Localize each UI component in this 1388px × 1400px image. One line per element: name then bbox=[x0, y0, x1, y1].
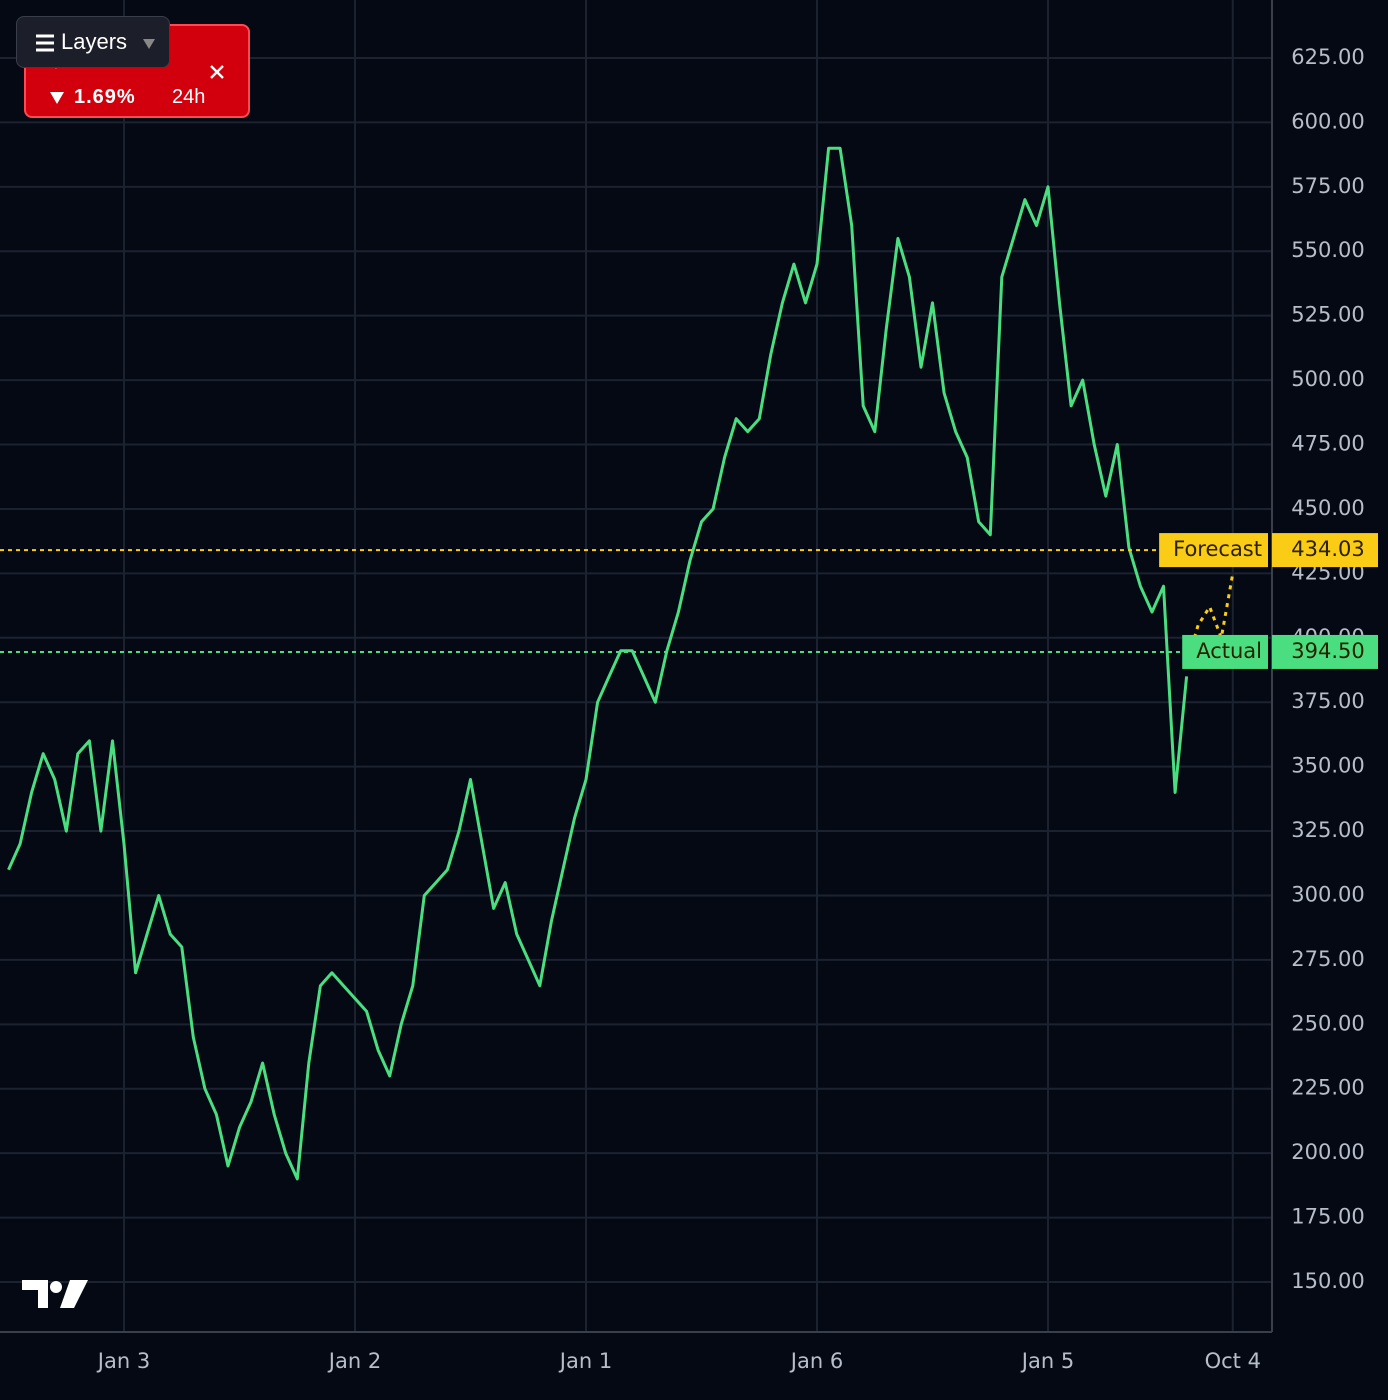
y-tick-label: 550.00 bbox=[1291, 238, 1364, 262]
y-tick-label: 250.00 bbox=[1291, 1011, 1364, 1035]
y-tick-label: 150.00 bbox=[1291, 1269, 1364, 1293]
ticker-period: 24h bbox=[172, 86, 206, 108]
plot bbox=[0, 146, 1272, 1181]
y-tick-label: 350.00 bbox=[1291, 754, 1364, 778]
y-tick-label: 500.00 bbox=[1291, 367, 1364, 391]
caret bbox=[143, 39, 155, 49]
x-tick-label: Jan 5 bbox=[1020, 1349, 1074, 1373]
x-tick-label: Oct 4 bbox=[1205, 1349, 1261, 1373]
y-tick-label: 475.00 bbox=[1291, 432, 1364, 456]
y-tick-label: 325.00 bbox=[1291, 818, 1364, 842]
y-tick-label: 450.00 bbox=[1291, 496, 1364, 520]
x-tick-label: Jan 2 bbox=[327, 1349, 381, 1373]
price-level-name: Actual bbox=[1196, 639, 1262, 663]
layers-button[interactable]: Layers bbox=[16, 16, 170, 68]
down-arrow bbox=[50, 92, 64, 104]
close-icon[interactable] bbox=[209, 64, 225, 80]
x-tick-label: Jan 3 bbox=[96, 1349, 150, 1373]
y-tick-label: 275.00 bbox=[1291, 947, 1364, 971]
layers-label: Layers bbox=[61, 29, 128, 54]
price-level-value: 434.03 bbox=[1291, 537, 1364, 561]
y-tick-label: 375.00 bbox=[1291, 689, 1364, 713]
ticker-change: 1.69% bbox=[74, 86, 136, 108]
logo bbox=[22, 1280, 88, 1308]
y-tick-label: 575.00 bbox=[1291, 174, 1364, 198]
price-level-value-box bbox=[1272, 634, 1378, 669]
y-tick-label: 300.00 bbox=[1291, 882, 1364, 906]
x-tick-label: Jan 1 bbox=[558, 1349, 612, 1373]
price-line-series bbox=[7, 146, 1189, 1181]
menu-icon bbox=[36, 34, 54, 52]
price-level-value-box bbox=[1272, 533, 1378, 568]
y-tick-label: 175.00 bbox=[1291, 1205, 1364, 1229]
price-level-name-box bbox=[1182, 634, 1268, 669]
price-level-name: Forecast bbox=[1173, 537, 1262, 561]
x-tick-label: Jan 6 bbox=[789, 1349, 843, 1373]
y-tick-label: 625.00 bbox=[1291, 45, 1364, 69]
price-level-name-box bbox=[1159, 533, 1268, 568]
y-tick-label: 200.00 bbox=[1291, 1140, 1364, 1164]
grid bbox=[0, 0, 1272, 1332]
y-tick-label: 600.00 bbox=[1291, 109, 1364, 133]
y-tick-label: 225.00 bbox=[1291, 1076, 1364, 1100]
y-tick-label: 525.00 bbox=[1291, 303, 1364, 327]
price-level-value: 394.50 bbox=[1291, 639, 1364, 663]
